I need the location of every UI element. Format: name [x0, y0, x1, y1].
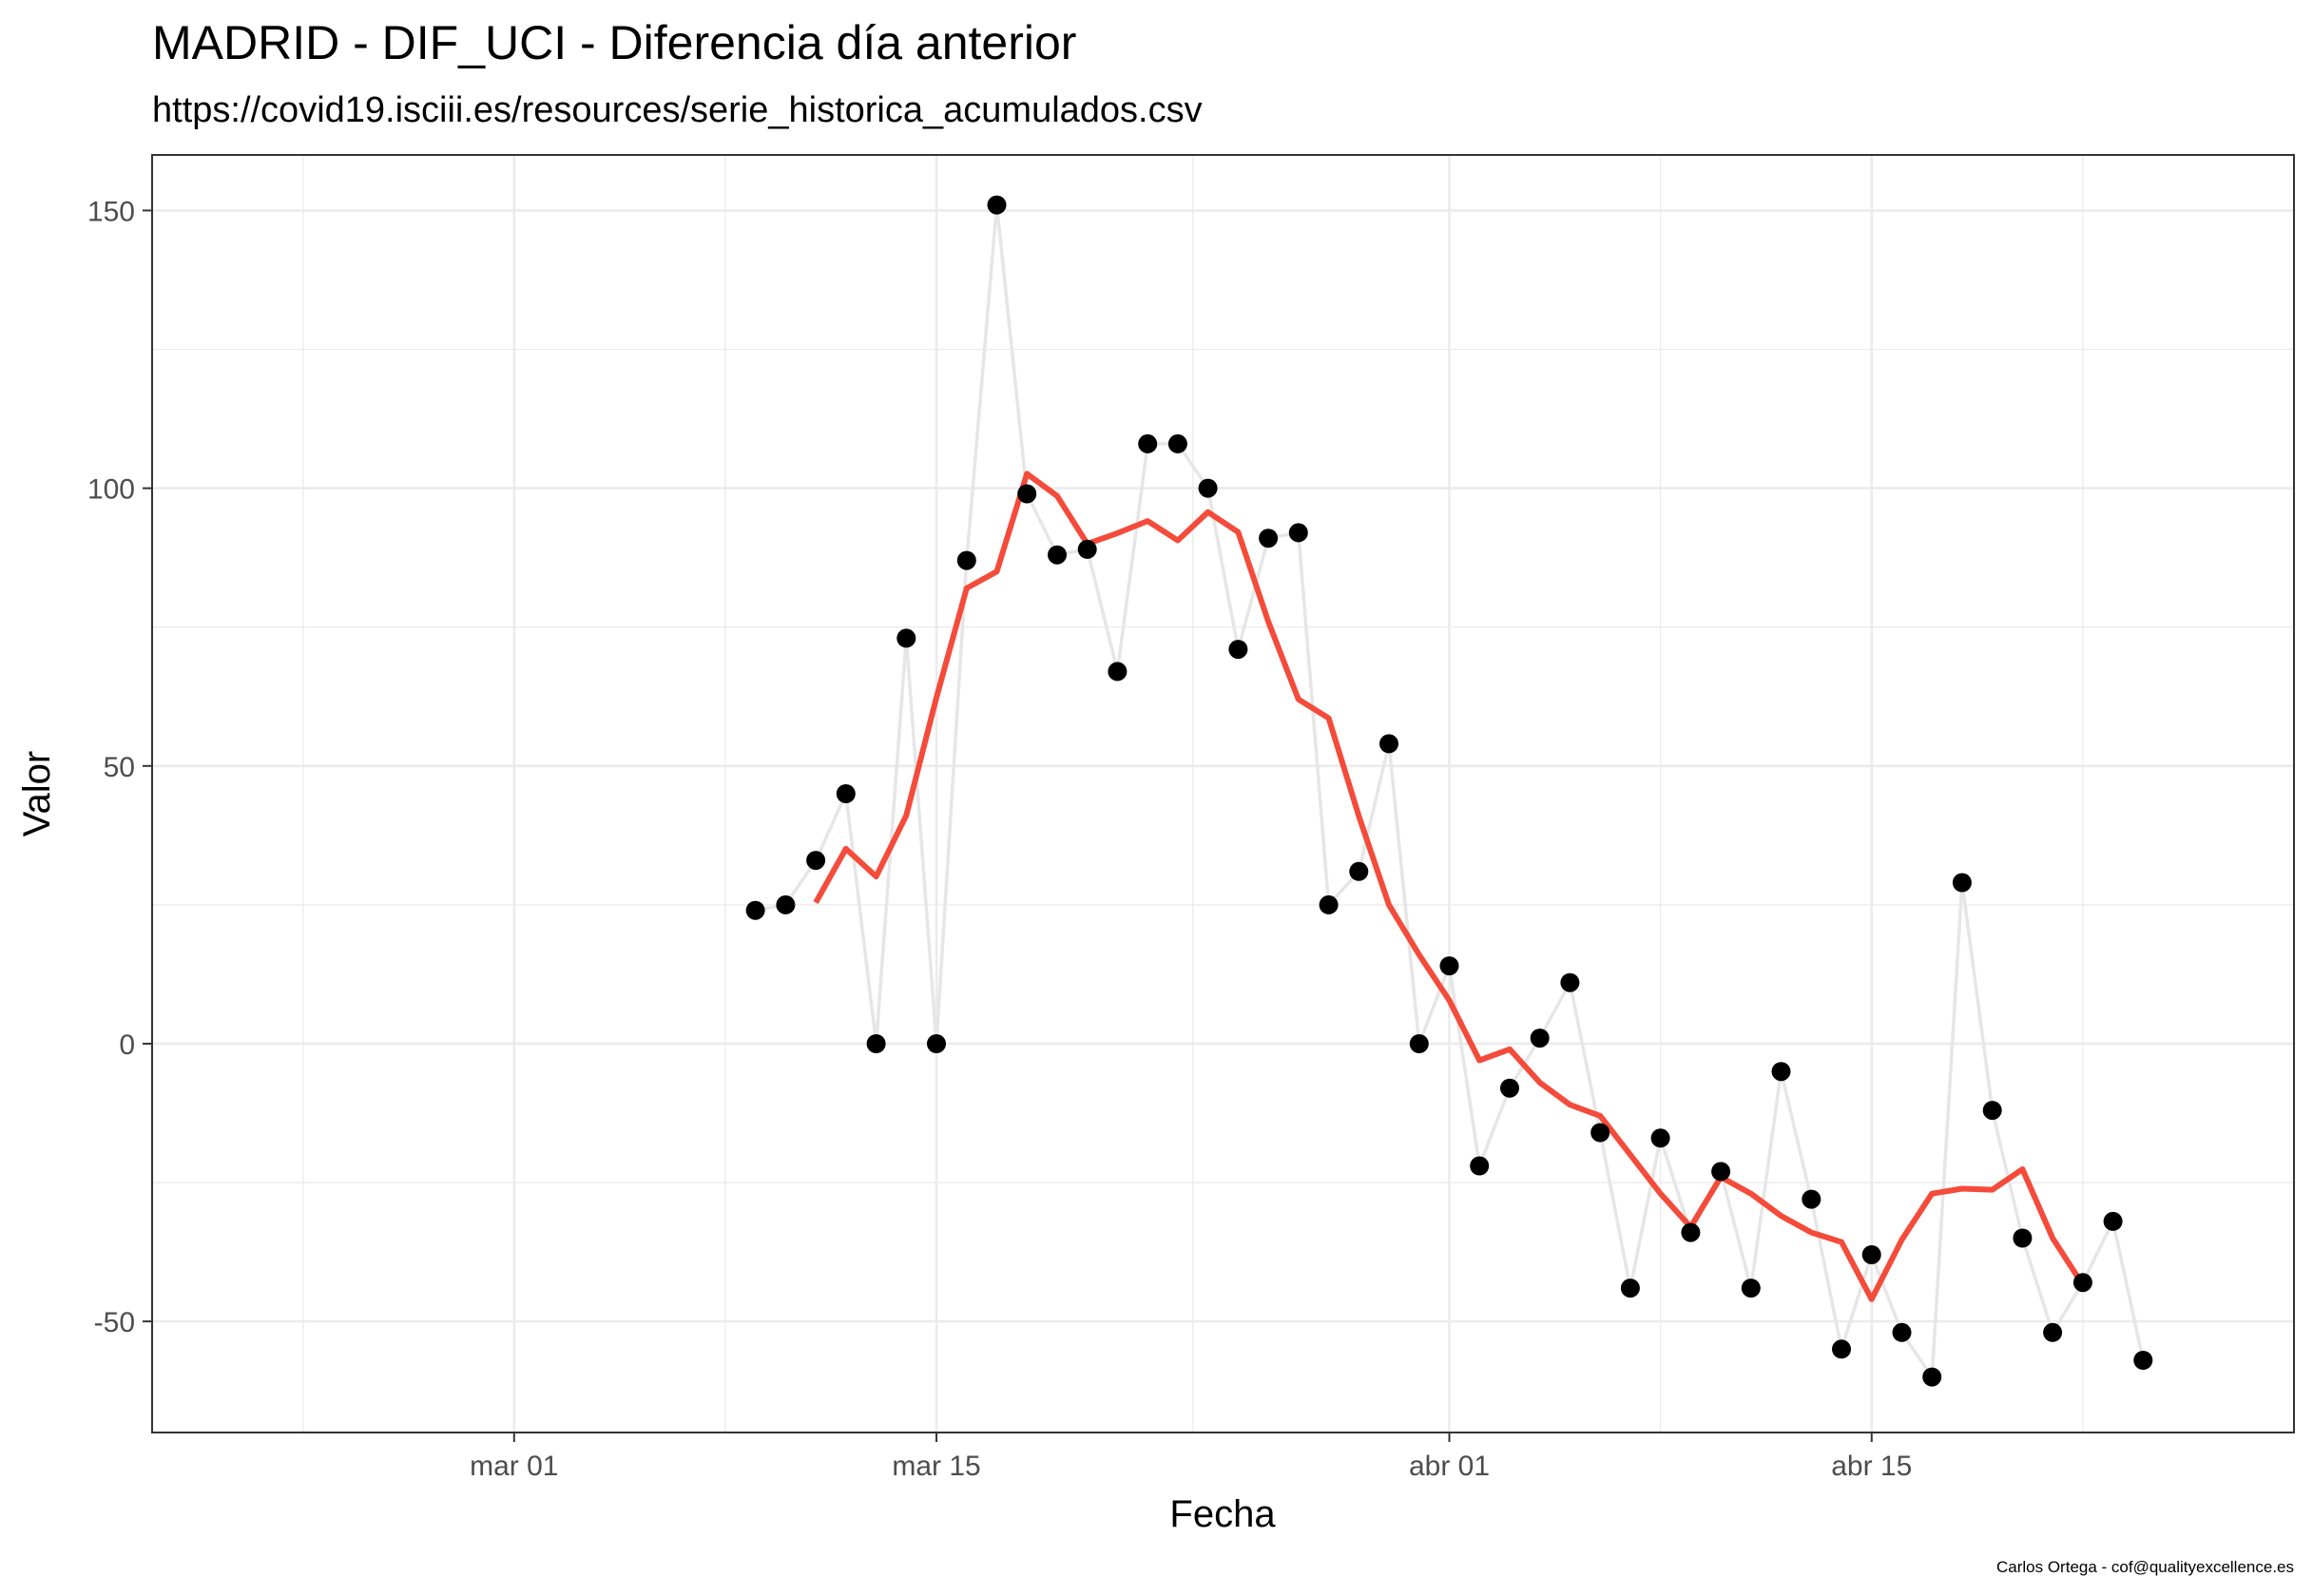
data-point-2020-03-21: [1108, 662, 1128, 682]
y-tick-label: -50: [94, 1307, 135, 1338]
data-point-2020-03-29: [1349, 861, 1369, 881]
data-point-2020-04-01: [1439, 956, 1459, 976]
plot-panel: [152, 155, 2294, 1433]
data-point-2020-04-18: [1952, 873, 1972, 893]
data-point-2020-03-17: [987, 195, 1007, 215]
data-point-2020-04-23: [2103, 1211, 2123, 1231]
data-point-2020-03-14: [896, 628, 916, 648]
x-tick-label: mar 15: [892, 1451, 980, 1482]
data-point-2020-03-28: [1319, 894, 1339, 914]
data-point-2020-03-26: [1259, 529, 1279, 548]
data-point-2020-04-13: [1802, 1189, 1821, 1209]
data-point-2020-04-10: [1711, 1162, 1731, 1182]
data-point-2020-04-19: [1982, 1101, 2002, 1121]
data-point-2020-03-31: [1409, 1034, 1429, 1053]
data-point-2020-03-25: [1228, 640, 1248, 660]
data-point-2020-03-27: [1288, 523, 1308, 543]
chart-title: MADRID - DIF_UCI - Diferencia día anteri…: [152, 16, 1076, 69]
data-point-2020-04-17: [1922, 1367, 1942, 1387]
data-point-2020-03-18: [1017, 484, 1037, 504]
chart-caption: Carlos Ortega - cof@qualityexcellence.es: [1996, 1558, 2294, 1576]
data-point-2020-03-22: [1138, 433, 1158, 453]
data-point-2020-03-12: [836, 784, 856, 803]
data-point-2020-04-12: [1771, 1062, 1791, 1082]
x-axis-title: Fecha: [1169, 1493, 1276, 1535]
data-point-2020-04-06: [1590, 1123, 1610, 1143]
data-point-2020-04-09: [1681, 1222, 1701, 1242]
smoothed-series-line: [813, 471, 2086, 1302]
data-point-2020-04-20: [2013, 1228, 2033, 1248]
data-point-2020-03-30: [1379, 734, 1398, 754]
data-point-2020-04-21: [2043, 1322, 2063, 1342]
data-point-2020-03-10: [776, 894, 796, 914]
chart-subtitle: https://covid19.isciii.es/resources/seri…: [152, 90, 1203, 130]
data-point-2020-03-15: [927, 1034, 946, 1053]
x-tick-label: abr 01: [1409, 1451, 1490, 1482]
x-tick-label: abr 15: [1831, 1451, 1912, 1482]
data-point-2020-04-15: [1861, 1245, 1881, 1264]
y-tick-label: 50: [104, 752, 135, 783]
data-point-2020-03-23: [1167, 433, 1187, 453]
data-point-2020-04-03: [1500, 1078, 1519, 1098]
data-point-2020-04-16: [1892, 1322, 1912, 1342]
data-point-2020-04-05: [1560, 972, 1580, 992]
data-point-2020-04-04: [1530, 1029, 1550, 1048]
data-point-2020-04-24: [2133, 1351, 2153, 1370]
y-axis: -50 0 50 100 150: [87, 196, 152, 1338]
y-axis-title: Valor: [16, 751, 58, 836]
plot-border: [151, 154, 2295, 1433]
data-point-2020-03-19: [1048, 545, 1067, 565]
data-point-2020-04-14: [1832, 1339, 1851, 1359]
grid-minor: [152, 155, 2294, 1433]
data-point-2020-03-24: [1198, 478, 1218, 498]
data-point-2020-04-22: [2072, 1273, 2092, 1293]
data-point-2020-04-02: [1470, 1156, 1490, 1176]
data-point-2020-03-16: [956, 550, 976, 570]
data-point-2020-03-11: [806, 851, 826, 871]
y-tick-label: 100: [87, 474, 135, 506]
x-axis: mar 01 mar 15 abr 01 abr 15: [470, 1433, 1912, 1482]
smoothed-line-path: [813, 471, 2086, 1302]
x-tick-label: mar 01: [470, 1451, 558, 1482]
y-tick-label: 0: [119, 1029, 135, 1061]
data-point-2020-04-11: [1741, 1279, 1761, 1298]
data-points: [745, 195, 2153, 1387]
data-point-2020-04-08: [1650, 1128, 1670, 1148]
data-point-2020-03-13: [866, 1034, 886, 1053]
y-tick-label: 150: [87, 196, 135, 227]
data-point-2020-04-07: [1620, 1279, 1640, 1298]
data-point-2020-03-20: [1077, 539, 1097, 559]
data-point-2020-03-09: [745, 900, 765, 920]
